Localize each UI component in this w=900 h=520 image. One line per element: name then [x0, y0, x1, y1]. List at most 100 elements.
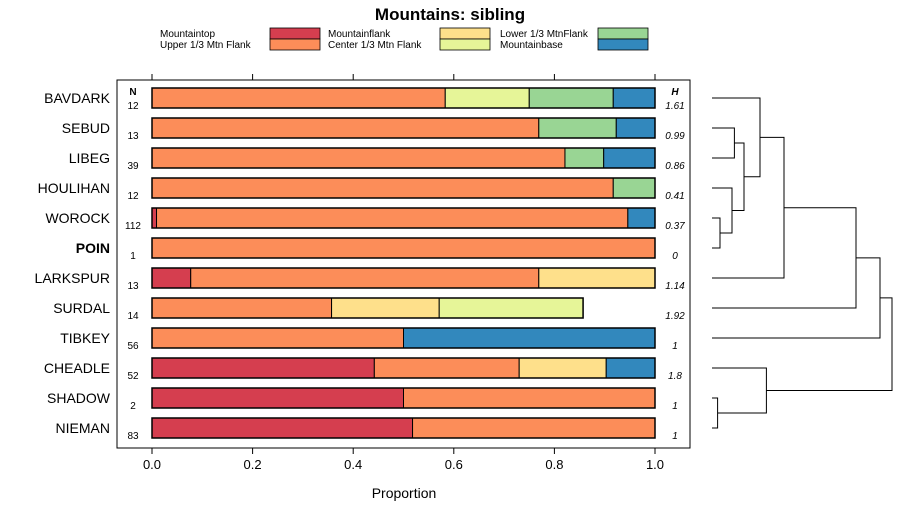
bar-segment-mountaintop [151, 417, 414, 439]
bar-segment-base [403, 327, 656, 349]
row-label: WOROCK [45, 210, 110, 226]
bar-segment-upper [151, 297, 333, 319]
legend-label: Lower 1/3 MtnFlank [500, 29, 589, 40]
bar-segment-upper [151, 117, 540, 139]
row-h-value: 0.37 [665, 221, 685, 232]
row-h-value: 0.99 [665, 131, 685, 142]
row-n-value: 56 [127, 341, 139, 352]
bar-outline [151, 237, 656, 259]
legend-label: Upper 1/3 Mtn Flank [160, 40, 252, 51]
h-column-header: H [671, 87, 679, 98]
row-label: HOULIHAN [38, 180, 110, 196]
row-label: LARKSPUR [35, 270, 110, 286]
dendrogram-link [712, 187, 733, 234]
bar-segment-upper [151, 327, 404, 349]
row-h-value: 1 [672, 341, 678, 352]
row-label: NIEMAN [56, 420, 110, 436]
row-label: LIBEG [69, 150, 110, 166]
row-n-value: 12 [127, 191, 139, 202]
dendrogram-link [712, 257, 881, 339]
row-h-value: 1.61 [665, 101, 684, 112]
x-tick-label: 0.2 [244, 457, 262, 472]
row-n-value: 39 [127, 161, 139, 172]
row-h-value: 1.92 [665, 311, 685, 322]
bar-outline [151, 207, 656, 229]
legend-label: Center 1/3 Mtn Flank [328, 40, 422, 51]
bar-segment-lower [564, 147, 605, 169]
row-label: TIBKEY [60, 330, 110, 346]
bar-outline [151, 327, 656, 349]
legend-label: Mountainflank [328, 29, 391, 40]
row-n-value: 13 [127, 131, 139, 142]
dendrogram-link [712, 397, 719, 429]
bar-segment-flank [518, 357, 607, 379]
dendrogram-link [712, 97, 761, 178]
legend-swatch-upper [269, 38, 321, 51]
row-n-value: 2 [130, 401, 136, 412]
legend-swatch-base [597, 38, 649, 51]
bar-segment-flank [538, 267, 656, 289]
row-label: SURDAL [53, 300, 110, 316]
x-tick-label: 0.4 [344, 457, 362, 472]
row-n-value: 83 [127, 431, 139, 442]
row-n-value: 12 [127, 101, 139, 112]
row-n-value: 1 [130, 251, 136, 262]
bar-outline [151, 417, 656, 439]
dendrogram-link [712, 127, 735, 159]
row-label: CHEADLE [44, 360, 110, 376]
dendrogram [712, 97, 893, 429]
bar-outline [151, 87, 656, 109]
bar-segment-upper [156, 207, 629, 229]
bar-segment-base [605, 357, 656, 379]
legend-swatch-flank [439, 27, 491, 40]
bar-segment-lower [528, 87, 614, 109]
bar-outline [151, 267, 656, 289]
row-h-value: 1.14 [665, 281, 685, 292]
bar-segment-upper [151, 147, 566, 169]
bar-segment-center [444, 87, 530, 109]
row-label: SHADOW [47, 390, 111, 406]
dendrogram-link [712, 217, 721, 249]
row-n-value: 14 [127, 311, 139, 322]
bar-segment-flank [331, 297, 440, 319]
row-h-value: 0.41 [665, 191, 684, 202]
bar-segment-mountaintop [151, 267, 192, 289]
chart-title: Mountains: sibling [375, 5, 525, 24]
dendrogram-link [712, 367, 767, 414]
legend-label: Mountaintop [160, 29, 215, 40]
bar-segment-lower [612, 177, 656, 199]
bar-segment-upper [412, 417, 656, 439]
dendrogram-link [766, 297, 893, 391]
bar-outline [151, 147, 656, 169]
bar-outline [151, 387, 656, 409]
x-tick-label: 0.6 [445, 457, 463, 472]
bar-outline [151, 297, 584, 319]
bar-segment-upper [151, 177, 614, 199]
row-label: POIN [76, 240, 110, 256]
row-h-value: 0 [672, 251, 678, 262]
plot-frame [116, 79, 691, 449]
legend-swatch-center [439, 38, 491, 51]
legend-label: Mountainbase [500, 40, 563, 51]
bar-segment-lower [538, 117, 617, 139]
row-label: BAVDARK [44, 90, 111, 106]
bar-segment-upper [190, 267, 540, 289]
legend-swatch-mountaintop [269, 27, 321, 40]
dendrogram-link [732, 142, 745, 211]
row-n-value: 112 [125, 221, 141, 232]
row-h-value: 1 [672, 431, 678, 442]
x-tick-label: 1.0 [646, 457, 664, 472]
bar-outline [151, 357, 656, 379]
bar-outline [151, 117, 656, 139]
bar-segment-center [438, 297, 584, 319]
x-tick-label: 0.0 [143, 457, 161, 472]
n-column-header: N [129, 87, 136, 98]
bar-segment-base [615, 117, 656, 139]
bar-area [151, 87, 656, 439]
row-h-value: 0.86 [665, 161, 685, 172]
legend-swatch-lower [597, 27, 649, 40]
bar-outline [151, 177, 656, 199]
